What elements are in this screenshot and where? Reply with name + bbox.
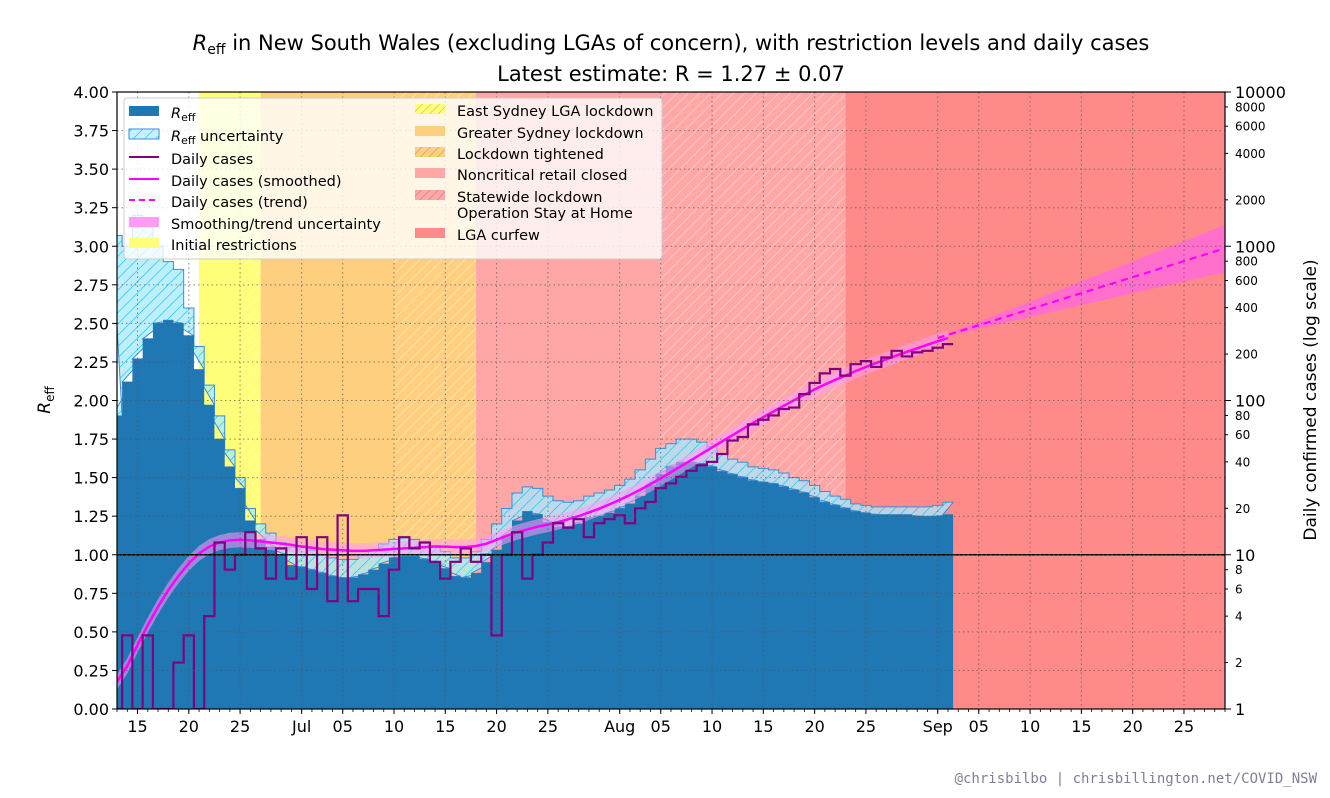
axes: 0.00 0.25 0.50 0.75 1.00 1.25 1.50 1.75 2.00 2.25… (73, 83, 1286, 736)
legend-swatch-hatch (415, 190, 445, 200)
y-right-minor-tick-label: 60 (1235, 428, 1250, 442)
legend-label: Initial restrictions (171, 238, 297, 254)
y-left-tick-label: 1.00 (73, 546, 109, 565)
legend-swatch (129, 238, 159, 248)
credit-text: @chrisbilbo | chrisbillington.net/COVID_… (955, 771, 1318, 787)
y-right-minor-tick-label: 4 (1235, 610, 1243, 624)
legend-swatch (415, 168, 445, 178)
x-tick-label: 15 (127, 717, 147, 736)
x-tick-label: Sep (923, 717, 953, 736)
legend-label: Reff (171, 106, 196, 124)
y-left-tick-label: 0.25 (73, 661, 109, 680)
legend-label: Daily cases (trend) (171, 195, 308, 211)
legend-label: Greater Sydney lockdown (457, 126, 644, 142)
legend-label: Smoothing/trend uncertainty (171, 217, 381, 233)
y-right-tick-label: 1 (1235, 700, 1245, 719)
y-right-tick-label: 10 (1235, 546, 1255, 565)
y-right-minor-tick-label: 600 (1235, 274, 1258, 288)
y-right-minor-tick-label: 8000 (1235, 100, 1266, 114)
x-tick-label: 20 (804, 717, 824, 736)
x-tick-label: 05 (969, 717, 989, 736)
x-tick-label: 20 (1122, 717, 1142, 736)
y-left-tick-label: 0.50 (73, 623, 109, 642)
legend: Reff Reff uncertainty Daily cases Daily cas… (123, 97, 663, 260)
y-left-tick-label: 2.75 (73, 276, 109, 295)
reff-fill (117, 320, 954, 709)
y-left-tick-label: 3.75 (73, 122, 109, 141)
y-left-tick-label: 3.00 (73, 237, 109, 256)
y-left-tick-label: 1.50 (73, 469, 109, 488)
x-tick-label: Jul (291, 717, 311, 736)
legend-swatch (129, 106, 159, 116)
x-tick-label: 10 (384, 717, 404, 736)
y-left-tick-label: 3.25 (73, 199, 109, 218)
y-right-minor-tick-label: 400 (1235, 301, 1258, 315)
y-right-tick-label: 1000 (1235, 237, 1276, 256)
y-axis-label-right: Daily confirmed cases (log scale) (1301, 259, 1321, 540)
legend-swatch (129, 217, 159, 227)
y-left-tick-label: 1.25 (73, 507, 109, 526)
y-right-minor-tick-label: 200 (1235, 348, 1258, 362)
x-tick-label: 25 (856, 717, 876, 736)
x-tick-label: 05 (333, 717, 353, 736)
x-tick-label: 25 (1174, 717, 1194, 736)
legend-swatch (415, 228, 445, 238)
y-right-tick-label: 100 (1235, 392, 1266, 411)
legend-label: East Sydney LGA lockdown (457, 104, 653, 120)
legend-box (123, 97, 663, 260)
y-left-tick-label: 2.25 (73, 353, 109, 372)
y-left-tick-label: 1.75 (73, 430, 109, 449)
y-right-minor-tick-label: 4000 (1235, 147, 1266, 161)
x-tick-label: 20 (179, 717, 199, 736)
legend-label: Reff uncertainty (171, 129, 284, 147)
x-tick-label: 15 (1071, 717, 1091, 736)
chart-title: Reff in New South Wales (excluding LGAs … (193, 31, 1150, 58)
legend-label: Lockdown tightened (457, 147, 604, 163)
x-tick-label: 15 (753, 717, 773, 736)
x-tick-label: 15 (435, 717, 455, 736)
legend-label: Noncritical retail closed (457, 168, 627, 184)
y-right-minor-tick-label: 2000 (1235, 193, 1266, 207)
y-right-minor-tick-label: 8 (1235, 563, 1243, 577)
x-tick-label: 05 (651, 717, 671, 736)
y-right-minor-tick-label: 20 (1235, 502, 1250, 516)
legend-label: Operation Stay at Home (457, 206, 633, 222)
y-right-minor-tick-label: 80 (1235, 409, 1250, 423)
x-tick-label: 25 (230, 717, 250, 736)
y-left-tick-label: 0.00 (73, 700, 109, 719)
y-left-tick-label: 3.50 (73, 160, 109, 179)
legend-swatch (415, 126, 445, 136)
y-right-minor-tick-label: 6 (1235, 582, 1243, 596)
y-left-tick-label: 0.75 (73, 584, 109, 603)
x-tick-label: 20 (486, 717, 506, 736)
legend-label: Daily cases (smoothed) (171, 174, 342, 190)
legend-swatch-hatch (415, 104, 445, 114)
legend-label: Daily cases (171, 152, 253, 168)
legend-swatch-hatch (129, 129, 159, 139)
y-left-tick-label: 4.00 (73, 83, 109, 102)
x-tick-label: 10 (702, 717, 722, 736)
y-right-minor-tick-label: 800 (1235, 255, 1258, 269)
y-left-tick-label: 2.50 (73, 314, 109, 333)
y-right-minor-tick-label: 2 (1235, 656, 1243, 670)
legend-label: LGA curfew (457, 228, 540, 244)
legend-swatch-hatch (415, 147, 445, 157)
y-axis-label-left: Reff (35, 386, 57, 414)
chart-subtitle: Latest estimate: R = 1.27 ± 0.07 (497, 62, 845, 86)
x-tick-label: Aug (604, 717, 635, 736)
y-right-tick-label: 10000 (1235, 83, 1286, 102)
legend-label: Statewide lockdown (457, 190, 602, 206)
y-left-tick-label: 2.00 (73, 392, 109, 411)
x-tick-label: 10 (1020, 717, 1040, 736)
x-tick-label: 25 (538, 717, 558, 736)
y-right-minor-tick-label: 40 (1235, 455, 1250, 469)
y-right-minor-tick-label: 6000 (1235, 120, 1266, 134)
